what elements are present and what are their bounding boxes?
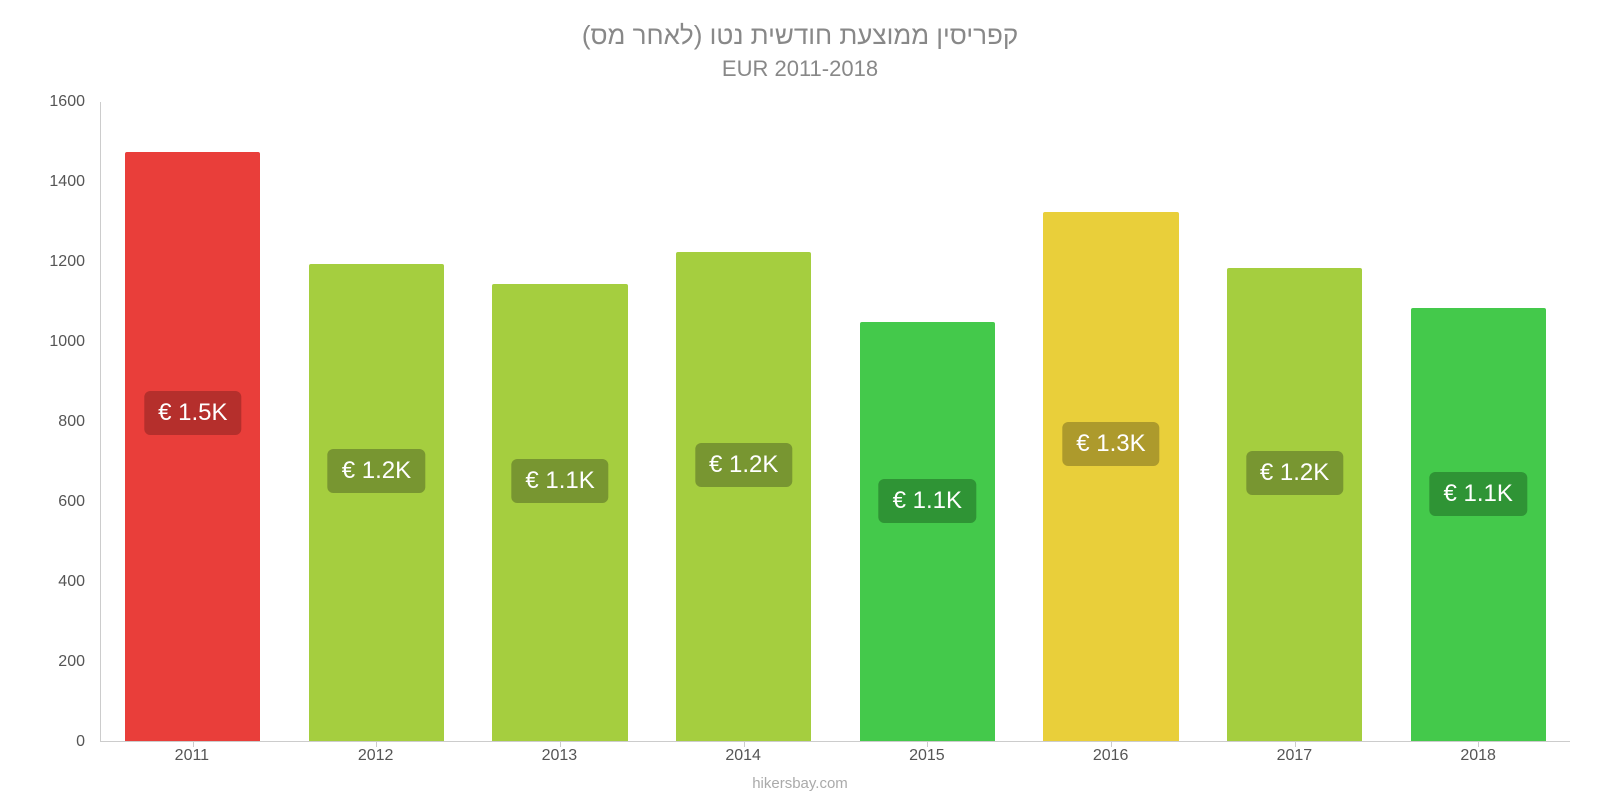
bar (1043, 212, 1178, 741)
y-tick: 1000 (49, 333, 85, 351)
bar-value-label: € 1.2K (1246, 451, 1343, 495)
footer-attribution: hikersbay.com (0, 775, 1600, 792)
bar (309, 264, 444, 741)
y-tick: 0 (76, 733, 85, 751)
y-axis: 02004006008001000120014001600 (50, 102, 100, 742)
bar (1411, 308, 1546, 741)
bar-value-label: € 1.1K (879, 479, 976, 523)
chart-subtitle: EUR 2011-2018 (40, 56, 1560, 82)
bar (676, 252, 811, 741)
bar-value-label: € 1.3K (1062, 422, 1159, 466)
bar (1227, 268, 1362, 741)
x-tick: 2014 (725, 747, 761, 765)
x-tick: 2016 (1093, 747, 1129, 765)
y-tick: 1600 (49, 93, 85, 111)
y-tick: 400 (58, 573, 85, 591)
y-tick: 600 (58, 493, 85, 511)
bar (860, 322, 995, 741)
y-tick: 1400 (49, 173, 85, 191)
bar-value-label: € 1.2K (695, 443, 792, 487)
x-axis: 2011 2012 2013 2014 2015 2016 2017 2018 (100, 742, 1570, 772)
x-tick: 2013 (542, 747, 578, 765)
chart-title: קפריסין ממוצעת חודשית נטו (לאחר מס) (40, 20, 1560, 51)
chart-container: קפריסין ממוצעת חודשית נטו (לאחר מס) EUR … (0, 0, 1600, 800)
bar (492, 284, 627, 741)
y-tick: 800 (58, 413, 85, 431)
bar-value-label: € 1.1K (511, 459, 608, 503)
x-tick: 2011 (175, 747, 209, 765)
x-tick: 2017 (1277, 747, 1313, 765)
x-tick: 2015 (909, 747, 945, 765)
bar (125, 152, 260, 741)
bars-area: € 1.5K € 1.2K € 1.1K € 1.2K € 1.1K € 1.3K € 1.… (100, 102, 1570, 742)
bar-value-label: € 1.5K (144, 391, 241, 435)
y-tick: 1200 (49, 253, 85, 271)
bar-value-label: € 1.2K (328, 449, 425, 493)
y-tick: 200 (58, 653, 85, 671)
bar-value-label: € 1.1K (1429, 472, 1526, 516)
x-tick: 2012 (358, 747, 394, 765)
x-tick: 2018 (1460, 747, 1496, 765)
plot-area: 02004006008001000120014001600 € 1.5K€ 1.… (60, 102, 1580, 742)
